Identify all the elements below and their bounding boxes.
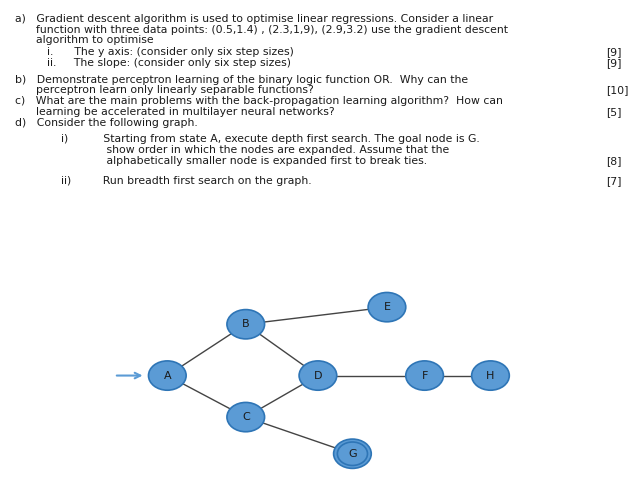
Text: show order in which the nodes are expanded. Assume that the: show order in which the nodes are expand… xyxy=(61,145,449,155)
Text: G: G xyxy=(348,449,357,459)
Text: E: E xyxy=(383,302,390,312)
Text: perceptron learn only linearly separable functions?: perceptron learn only linearly separable… xyxy=(15,85,314,95)
Circle shape xyxy=(149,361,186,390)
Text: i)          Starting from state A, execute depth first search. The goal node is : i) Starting from state A, execute depth … xyxy=(61,134,479,144)
Text: ii)         Run breadth first search on the graph.: ii) Run breadth first search on the grap… xyxy=(61,176,312,186)
Text: c)   What are the main problems with the back-propagation learning algorithm?  H: c) What are the main problems with the b… xyxy=(15,96,503,106)
Circle shape xyxy=(472,361,510,390)
Circle shape xyxy=(299,361,337,390)
Text: [8]: [8] xyxy=(606,156,622,166)
Text: [7]: [7] xyxy=(606,176,622,186)
Text: C: C xyxy=(242,412,249,422)
Text: learning be accelerated in multilayer neural networks?: learning be accelerated in multilayer ne… xyxy=(15,107,335,117)
Text: D: D xyxy=(313,371,322,381)
Text: algorithm to optimise: algorithm to optimise xyxy=(15,35,154,45)
Text: function with three data points: (0.5,1.4) , (2.3,1,9), (2.9,3.2) use the gradie: function with three data points: (0.5,1.… xyxy=(15,25,508,35)
Text: i.      The y axis: (consider only six step sizes): i. The y axis: (consider only six step s… xyxy=(47,47,294,57)
Text: alphabetically smaller node is expanded first to break ties.: alphabetically smaller node is expanded … xyxy=(61,156,427,166)
Text: H: H xyxy=(487,371,495,381)
Circle shape xyxy=(227,403,265,432)
Text: a)   Gradient descent algorithm is used to optimise linear regressions. Consider: a) Gradient descent algorithm is used to… xyxy=(15,14,494,24)
Text: A: A xyxy=(163,371,171,381)
Circle shape xyxy=(227,310,265,339)
Text: b)   Demonstrate perceptron learning of the binary logic function OR.  Why can t: b) Demonstrate perceptron learning of th… xyxy=(15,75,469,84)
Circle shape xyxy=(368,292,406,322)
Circle shape xyxy=(406,361,444,390)
Text: F: F xyxy=(421,371,428,381)
Text: [9]: [9] xyxy=(606,58,622,68)
Text: B: B xyxy=(242,319,249,329)
Text: [5]: [5] xyxy=(606,107,622,117)
Text: ii.     The slope: (consider only six step sizes): ii. The slope: (consider only six step s… xyxy=(47,58,291,68)
Text: [9]: [9] xyxy=(606,47,622,57)
Circle shape xyxy=(333,439,371,468)
Text: d)   Consider the following graph.: d) Consider the following graph. xyxy=(15,117,198,128)
Text: [10]: [10] xyxy=(606,85,629,95)
